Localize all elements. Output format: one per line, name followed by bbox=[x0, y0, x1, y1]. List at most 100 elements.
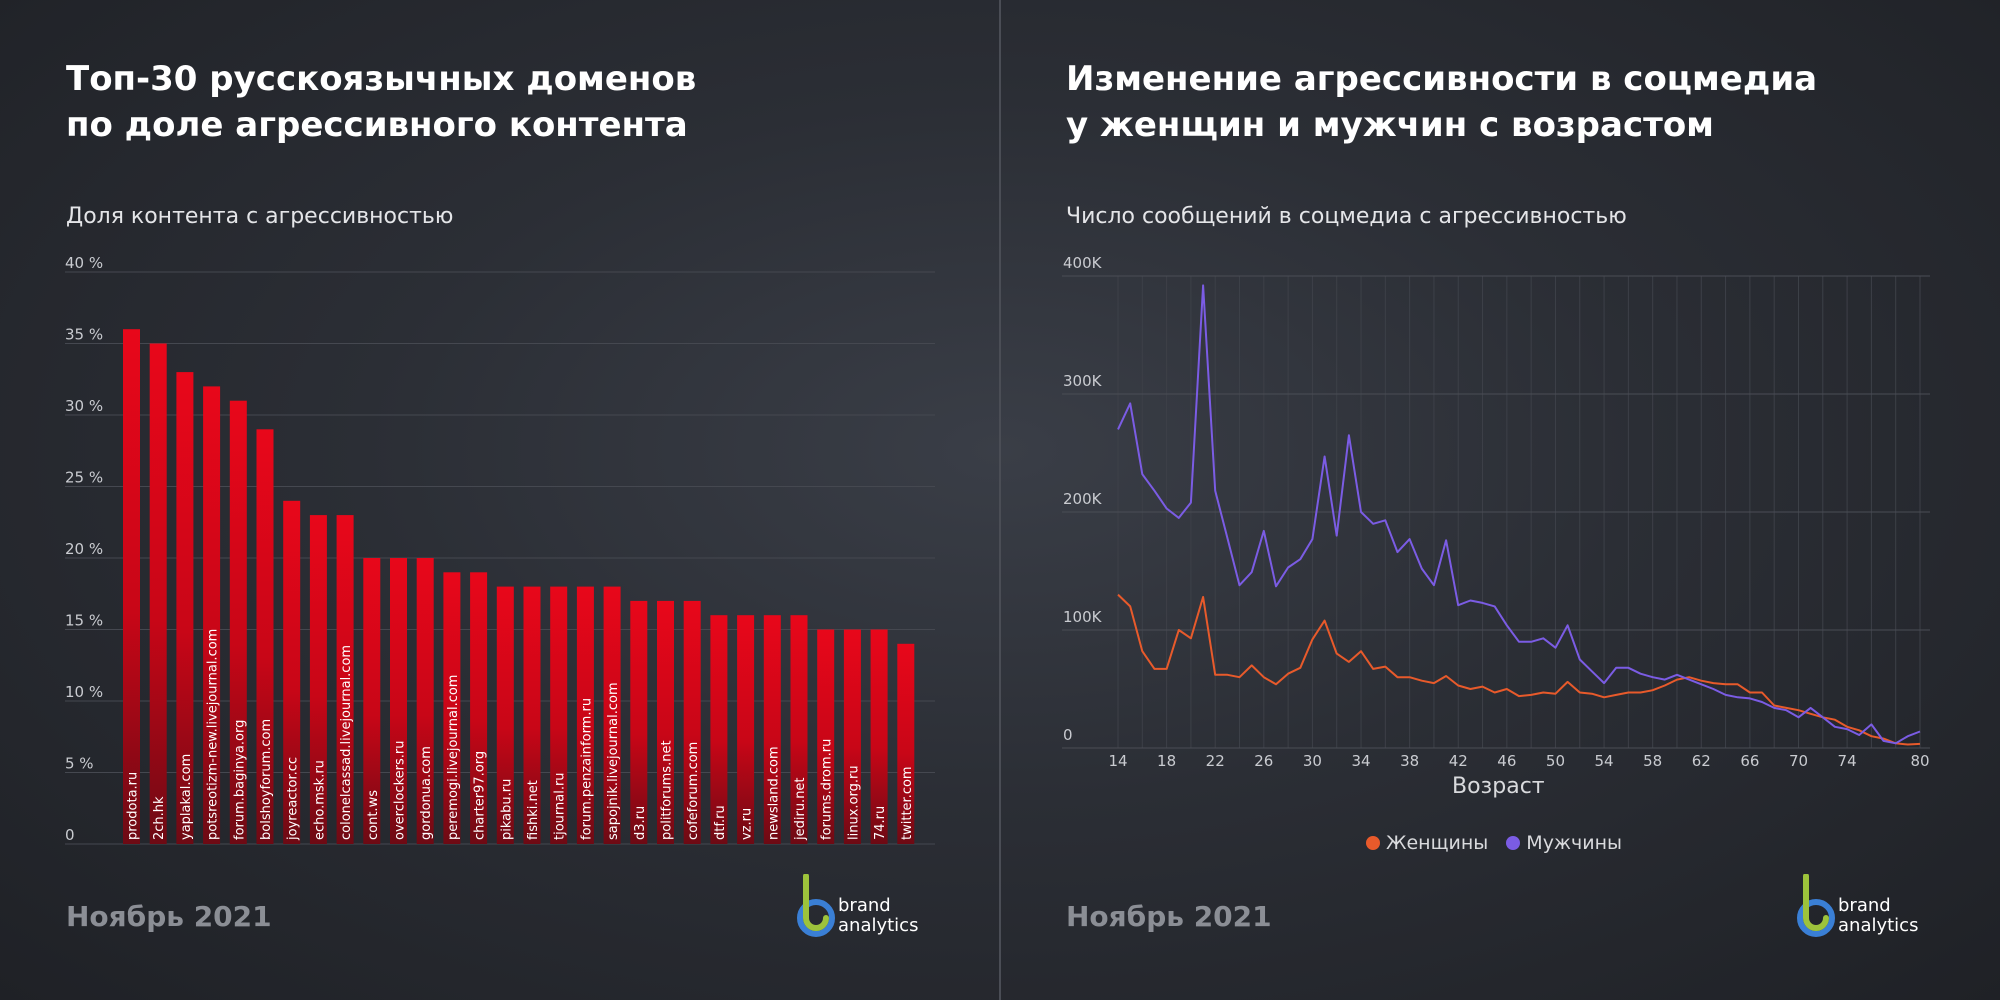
line-x-tick-label: 74 bbox=[1838, 752, 1857, 770]
line-x-tick-label: 50 bbox=[1546, 752, 1565, 770]
bar-category-label: potsreotizm-new.livejournal.com bbox=[206, 629, 221, 840]
bar-category-label: bolshoyforum.com bbox=[259, 719, 274, 840]
left-title-line2: по доле агрессивного контента bbox=[66, 105, 688, 145]
bar-category-label: linux.org.ru bbox=[846, 765, 861, 840]
bar bbox=[683, 600, 701, 844]
line-x-tick-label: 18 bbox=[1157, 752, 1176, 770]
bar-y-tick-label: 0 bbox=[65, 826, 75, 844]
bar bbox=[203, 386, 221, 844]
bar-y-tick-label: 30 % bbox=[65, 397, 103, 415]
brand-logo-text: brand analytics bbox=[838, 896, 918, 936]
line-y-tick-label: 200K bbox=[1063, 490, 1103, 508]
bar bbox=[283, 500, 301, 844]
bar-y-tick-label: 15 % bbox=[65, 612, 103, 630]
bar bbox=[523, 586, 541, 844]
line-y-tick-label: 400K bbox=[1063, 254, 1103, 272]
bar-category-label: yaplakal.com bbox=[179, 754, 194, 840]
left-title-line1: Топ-30 русскоязычных доменов bbox=[66, 59, 697, 99]
left-chart-title: Топ-30 русскоязычных доменов по доле агр… bbox=[66, 56, 696, 148]
bar bbox=[229, 400, 247, 844]
line-x-tick-label: 58 bbox=[1643, 752, 1662, 770]
bar-category-label: cofeforum.com bbox=[686, 742, 701, 840]
bar-category-label: echo.msk.ru bbox=[312, 760, 327, 840]
line-x-tick-label: 38 bbox=[1400, 752, 1419, 770]
bar-category-label: forum.baginya.org bbox=[232, 720, 247, 840]
bar bbox=[603, 586, 621, 844]
line-x-tick-label: 46 bbox=[1497, 752, 1516, 770]
bar bbox=[470, 572, 488, 844]
left-chart-subtitle: Доля контента с агрессивностью bbox=[66, 204, 454, 229]
right-title-line2: у женщин и мужчин с возрастом bbox=[1066, 105, 1714, 145]
legend-item-men: Мужчины bbox=[1506, 832, 1622, 854]
line-chart: 0 100K 200K 300K 400K 14 18 22 26 30 34 38 42 46 50 54… bbox=[1062, 254, 1930, 770]
bar bbox=[576, 586, 594, 844]
bar-category-label: jediru.net bbox=[793, 777, 808, 841]
bar-y-tick-label: 40 % bbox=[65, 254, 103, 272]
right-panel: Изменение агрессивности в соцмедиа у жен… bbox=[1000, 0, 1999, 1000]
bar bbox=[256, 429, 274, 844]
bar bbox=[496, 586, 514, 844]
bar-category-label: gordonua.com bbox=[419, 746, 434, 840]
bar-category-label: cont.ws bbox=[366, 790, 381, 840]
bar bbox=[790, 615, 808, 844]
left-panel: Топ-30 русскоязычных доменов по доле агр… bbox=[0, 0, 999, 1000]
bar-category-label: dtf.ru bbox=[713, 805, 728, 840]
brand-logo-text: brand analytics bbox=[1838, 896, 1918, 936]
right-chart-subtitle: Число сообщений в соцмедиа с агрессивнос… bbox=[1066, 204, 1627, 229]
panel-divider bbox=[999, 0, 1001, 1000]
bar-category-label: twitter.com bbox=[900, 766, 915, 840]
line-x-tick-label: 30 bbox=[1303, 752, 1322, 770]
bar bbox=[737, 615, 755, 844]
bar-category-label: charter97.org bbox=[473, 751, 488, 840]
bar bbox=[309, 515, 327, 844]
right-chart-title: Изменение агрессивности в соцмедиа у жен… bbox=[1066, 56, 1817, 148]
bar bbox=[176, 372, 194, 844]
line-x-tick-label: 34 bbox=[1351, 752, 1370, 770]
logo-line1: brand bbox=[1838, 895, 1891, 916]
brand-logo-icon bbox=[797, 874, 835, 937]
line-y-tick-label: 0 bbox=[1063, 726, 1073, 744]
series-line-women bbox=[1117, 593, 1921, 746]
bar bbox=[390, 558, 407, 844]
bar bbox=[363, 558, 381, 844]
bar-category-label: pikabu.ru bbox=[499, 779, 514, 840]
legend-item-women: Женщины bbox=[1366, 832, 1488, 854]
x-axis-label: Возраст bbox=[1452, 774, 1545, 799]
logo-line1: brand bbox=[838, 895, 891, 916]
bar bbox=[763, 615, 781, 844]
bar bbox=[870, 629, 888, 844]
bar bbox=[897, 643, 915, 844]
bar bbox=[817, 629, 835, 844]
logo-line2: analytics bbox=[1838, 915, 1919, 936]
line-legend: Женщины Мужчины bbox=[1366, 832, 1634, 854]
bar-y-tick-label: 25 % bbox=[65, 469, 103, 487]
bar-category-label: tjournal.ru bbox=[553, 772, 568, 840]
left-footer-date: Ноябрь 2021 bbox=[66, 900, 272, 933]
left-brand-logo: brand analytics bbox=[794, 874, 964, 940]
bar-y-tick-label: 5 % bbox=[65, 755, 94, 773]
line-x-tick-label: 22 bbox=[1206, 752, 1225, 770]
line-y-tick-label: 100K bbox=[1063, 608, 1103, 626]
line-y-tick-label: 300K bbox=[1063, 372, 1103, 390]
bar-category-label: d3.ru bbox=[633, 806, 648, 840]
bar-category-label: 74.ru bbox=[873, 806, 888, 840]
legend-label-women: Женщины bbox=[1386, 832, 1489, 854]
line-x-tick-label: 42 bbox=[1449, 752, 1468, 770]
line-x-tick-label: 54 bbox=[1595, 752, 1614, 770]
bar-category-label: sapojnik.livejournal.com bbox=[606, 682, 621, 840]
bar-chart: 0 5 % 10 % 15 % 20 % 25 % 30 % 35 % 40 % prodota… bbox=[65, 254, 935, 845]
bar-y-tick-label: 35 % bbox=[65, 326, 103, 344]
bar-category-label: overclockers.ru bbox=[393, 741, 408, 840]
right-brand-logo: brand analytics bbox=[1794, 874, 1964, 940]
bar bbox=[843, 629, 861, 844]
bar bbox=[149, 343, 167, 844]
bar bbox=[123, 329, 140, 844]
bar-category-label: peremogi.livejournal.com bbox=[446, 675, 461, 840]
bar-y-tick-label: 10 % bbox=[65, 683, 103, 701]
legend-label-men: Мужчины bbox=[1526, 832, 1623, 854]
line-x-tick-label: 14 bbox=[1108, 752, 1127, 770]
legend-dot-women bbox=[1366, 836, 1380, 850]
bar bbox=[710, 615, 728, 844]
right-footer-date: Ноябрь 2021 bbox=[1066, 900, 1272, 933]
bar-category-label: 2ch.hk bbox=[152, 796, 167, 840]
